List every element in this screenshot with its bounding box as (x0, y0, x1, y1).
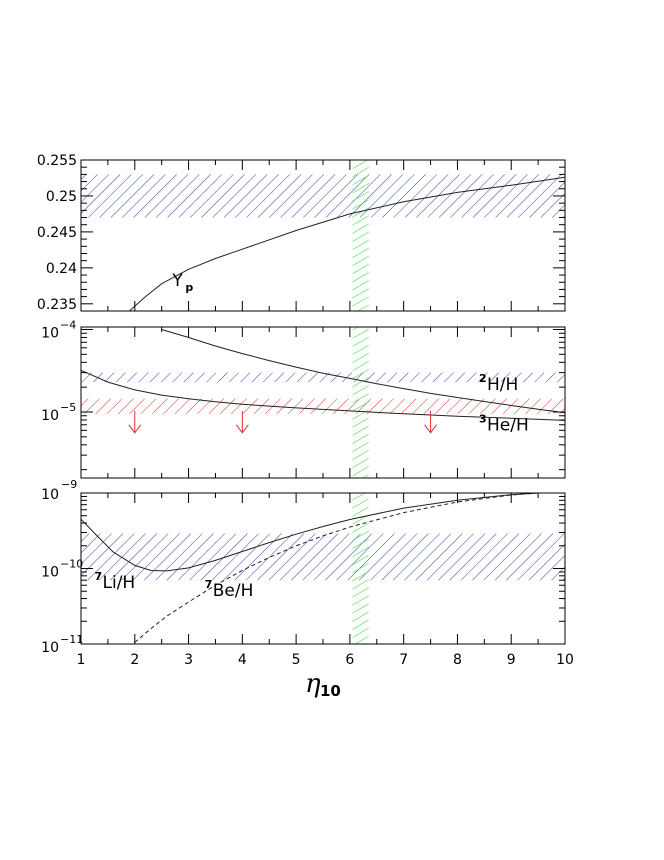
x-tick-label: 1 (77, 652, 86, 668)
x-tick-label: 10 (556, 652, 574, 668)
plot-area (81, 493, 565, 644)
x-axis-label-subscript: 10 (320, 682, 341, 700)
curve-label-superscript: 2 (479, 372, 487, 385)
y-tick-label: 0.24 (46, 261, 77, 277)
x-tick-label: 5 (292, 652, 301, 668)
y-tick-label-base: 10 (41, 325, 59, 341)
curve-label-superscript: 7 (205, 578, 213, 591)
x-axis-label-eta: η (305, 669, 321, 699)
bottom-exponent-label: −9 (61, 478, 77, 491)
curve-label-0: 2 H/H (479, 372, 518, 395)
x-tick-label: 2 (130, 652, 139, 668)
y-tick-label-exponent: −10 (60, 558, 83, 571)
series-line-0 (129, 176, 565, 311)
helium-mass-fraction-panel: 0.235 0.24 0.245 0.25 0.255 Y p (37, 153, 566, 313)
curve-label-superscript: 7 (95, 570, 103, 583)
series-line-1 (81, 369, 565, 421)
y-tick-label-base: 10 (41, 565, 59, 581)
x-tick-label: 7 (399, 652, 408, 668)
curve-label-superscript: 3 (479, 412, 487, 425)
curve-label-text: Be/H (213, 581, 254, 601)
x-tick-label: 9 (507, 652, 516, 668)
curve-label-0: 7 Li/H (95, 570, 136, 593)
baryon-density-band (352, 493, 369, 644)
observational-band-0 (81, 533, 565, 581)
y-tick-label-exponent: −4 (60, 318, 76, 331)
x-tick-label: 8 (453, 652, 462, 668)
plot-area (81, 327, 565, 478)
x-tick-label: 4 (238, 652, 247, 668)
series-line-0 (81, 493, 565, 572)
y-tick-label: 0.25 (46, 189, 77, 205)
x-tick-label: 3 (184, 652, 193, 668)
observational-band-0 (81, 372, 565, 383)
observational-band-0 (81, 174, 565, 218)
curve-label-text: Y (171, 271, 183, 291)
observational-band-1 (81, 398, 565, 414)
y-tick-label-base: 10 (41, 640, 59, 656)
upper-limit-arrow-1 (235, 410, 249, 434)
upper-limit-arrow-0 (128, 410, 142, 434)
y-tick-label-base: 10 (41, 408, 59, 424)
y-tick-label: 0.245 (37, 225, 77, 241)
curve-label-subscript: p (185, 281, 193, 294)
baryon-density-band (352, 327, 369, 478)
series-line-1 (134, 493, 539, 643)
plot-area (81, 160, 565, 311)
y-tick-label-exponent: −5 (60, 401, 76, 414)
curve-label-text: He/H (487, 415, 529, 435)
top-tick-label: 10 (41, 487, 59, 503)
curve-label-text: H/H (487, 375, 518, 395)
x-tick-label: 6 (345, 652, 354, 668)
baryon-density-band (352, 160, 369, 311)
y-tick-label-exponent: −11 (60, 633, 83, 646)
series-line-0 (161, 329, 565, 414)
y-tick-label: 0.235 (37, 297, 77, 313)
y-tick-label: 0.255 (37, 153, 77, 169)
curve-label-1: 7 Be/H (205, 578, 254, 601)
x-axis: η 10 1 2 3 4 5 6 7 8 9 10 (77, 652, 574, 700)
curve-label-text: Li/H (103, 573, 136, 593)
deuterium-helium3-panel: 10−410−5−92 H/H3 He/H (41, 318, 566, 491)
curve-label-1: 3 He/H (479, 412, 529, 435)
upper-limit-arrow-2 (424, 410, 437, 434)
